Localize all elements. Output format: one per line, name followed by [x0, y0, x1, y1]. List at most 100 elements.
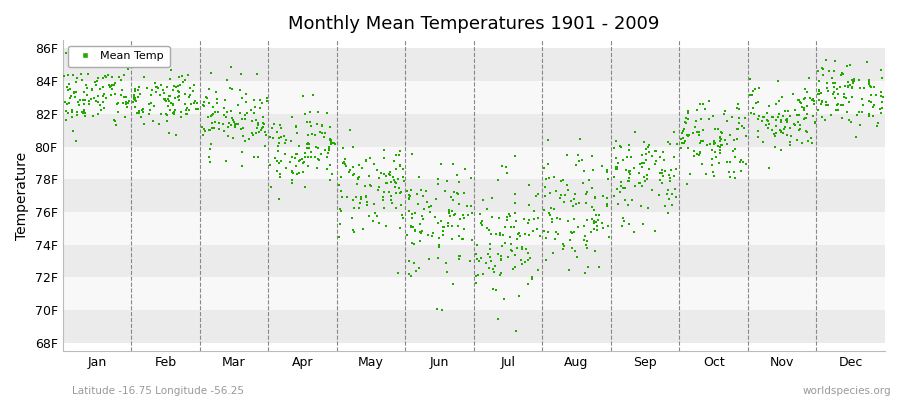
- Point: [159, 84, 174, 90]
- Point: [483, 258, 498, 265]
- Point: [340, 194, 355, 200]
- Point: [663, 177, 678, 184]
- Point: [600, 176, 615, 182]
- Point: [562, 267, 576, 274]
- Point: [300, 145, 314, 152]
- Point: [482, 227, 496, 233]
- Point: [332, 234, 347, 241]
- Point: [860, 58, 874, 65]
- Point: [251, 153, 266, 160]
- Point: [498, 240, 512, 246]
- Point: [734, 157, 748, 164]
- Point: [539, 235, 554, 242]
- Point: [820, 102, 834, 108]
- Point: [256, 119, 271, 126]
- Point: [96, 105, 111, 111]
- Point: [840, 109, 854, 115]
- Point: [363, 182, 377, 188]
- Point: [543, 212, 557, 218]
- Point: [387, 158, 401, 164]
- Point: [385, 174, 400, 180]
- Point: [212, 126, 226, 132]
- Point: [637, 160, 652, 166]
- Point: [91, 99, 105, 105]
- Point: [692, 152, 706, 159]
- Point: [614, 179, 628, 186]
- Point: [615, 223, 629, 229]
- Point: [731, 101, 745, 107]
- Point: [780, 119, 795, 125]
- Point: [272, 140, 286, 146]
- Point: [568, 248, 582, 254]
- Point: [71, 99, 86, 105]
- Point: [717, 108, 732, 114]
- Point: [221, 120, 236, 126]
- Point: [61, 80, 76, 87]
- Point: [503, 241, 517, 248]
- Point: [308, 132, 322, 138]
- Point: [323, 123, 338, 130]
- Point: [621, 168, 635, 174]
- Point: [78, 113, 93, 119]
- Point: [714, 136, 728, 142]
- Point: [412, 220, 427, 227]
- Point: [350, 175, 365, 182]
- Point: [681, 116, 696, 122]
- Point: [94, 107, 108, 113]
- Point: [177, 91, 192, 97]
- Point: [796, 95, 811, 102]
- Point: [346, 144, 361, 150]
- Point: [180, 105, 194, 112]
- Point: [806, 96, 820, 102]
- Point: [104, 83, 118, 90]
- Point: [652, 170, 667, 176]
- Point: [850, 112, 864, 118]
- Point: [871, 120, 886, 126]
- Point: [382, 171, 396, 178]
- Point: [801, 138, 815, 144]
- Point: [699, 170, 714, 177]
- Point: [706, 140, 721, 146]
- Point: [102, 82, 116, 88]
- Point: [435, 307, 449, 314]
- Point: [761, 165, 776, 171]
- Point: [86, 87, 100, 93]
- Point: [667, 154, 681, 160]
- Point: [272, 160, 286, 166]
- Point: [572, 136, 587, 142]
- Point: [226, 134, 240, 141]
- Point: [707, 172, 722, 179]
- Point: [456, 236, 471, 242]
- Point: [587, 219, 601, 226]
- Point: [315, 122, 329, 128]
- Point: [640, 172, 654, 178]
- Point: [778, 108, 792, 114]
- Point: [483, 254, 498, 260]
- Point: [320, 166, 335, 172]
- Point: [176, 78, 190, 85]
- Point: [292, 143, 307, 149]
- Point: [720, 141, 734, 147]
- Point: [747, 110, 761, 117]
- Point: [587, 207, 601, 213]
- Point: [773, 119, 788, 125]
- Point: [793, 121, 807, 128]
- Point: [405, 215, 419, 221]
- Point: [443, 213, 457, 219]
- Point: [323, 177, 338, 183]
- Point: [580, 217, 594, 224]
- Point: [286, 170, 301, 176]
- Point: [693, 149, 707, 155]
- Point: [589, 247, 603, 254]
- Point: [554, 192, 568, 198]
- Point: [289, 123, 303, 129]
- Point: [117, 114, 131, 121]
- Point: [272, 134, 286, 141]
- Point: [274, 134, 288, 140]
- Point: [521, 220, 535, 226]
- Point: [227, 118, 241, 125]
- Point: [610, 160, 625, 166]
- Point: [414, 187, 428, 193]
- Point: [388, 178, 402, 185]
- Point: [266, 121, 281, 127]
